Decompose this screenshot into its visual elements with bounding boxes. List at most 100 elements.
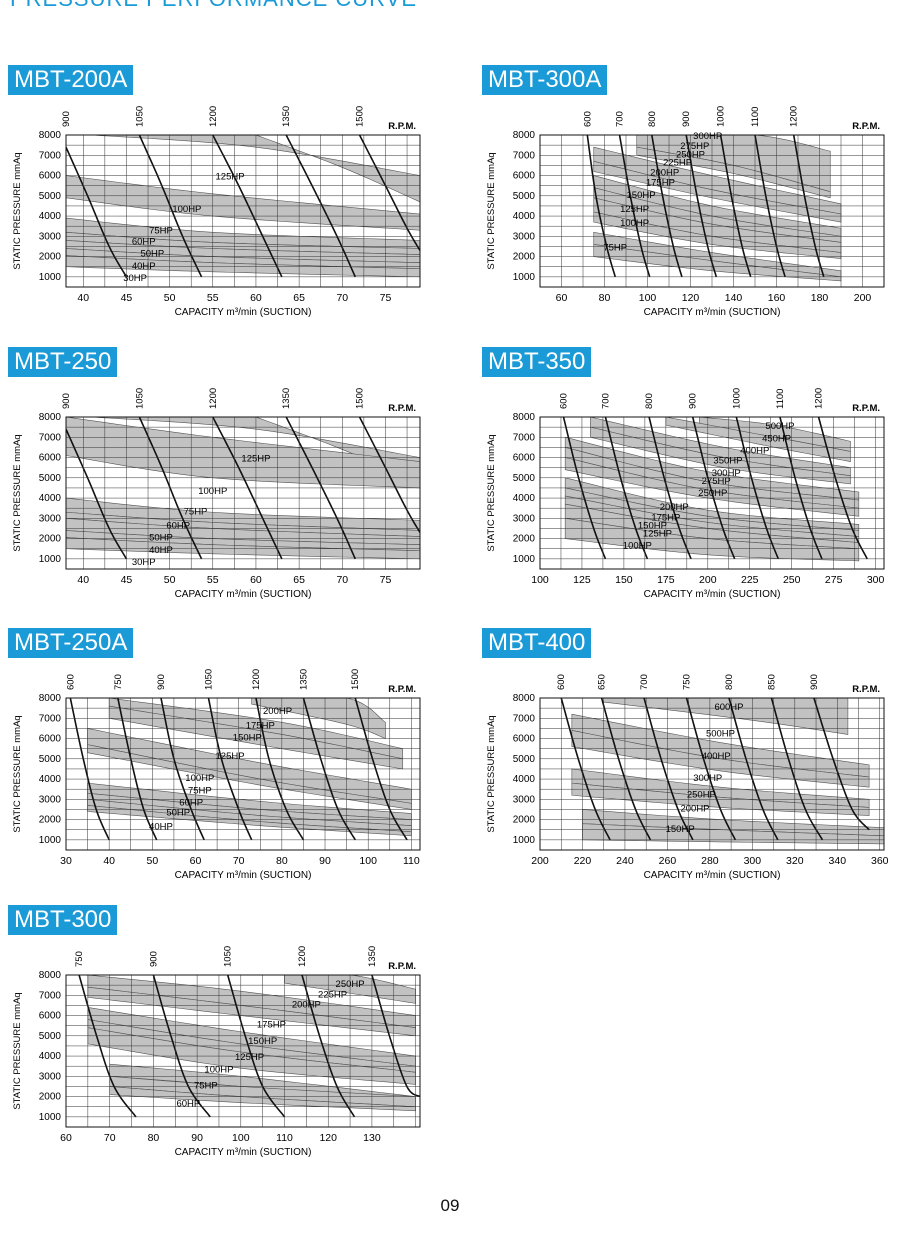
hp-label: 100HP [185, 773, 214, 784]
rpm-axis-label: R.P.M. [852, 684, 880, 695]
rpm-label: 1350 [298, 669, 309, 690]
hp-label: 200HP [660, 502, 689, 513]
x-tick-label: 280 [701, 855, 719, 867]
hp-label: 150HP [638, 520, 667, 531]
hp-label: 600HP [714, 702, 743, 713]
x-axis-label: CAPACITY m³/min (SUCTION) [644, 307, 781, 318]
hp-band [590, 426, 851, 485]
rpm-label: 800 [724, 674, 735, 690]
hp-label: 500HP [765, 421, 794, 432]
rpm-label: 700 [639, 674, 650, 690]
y-tick-label: 4000 [39, 774, 62, 785]
x-tick-label: 220 [574, 855, 592, 867]
y-tick-label: 8000 [39, 130, 62, 141]
x-tick-label: 70 [336, 574, 348, 586]
hp-label: 250HP [698, 488, 727, 499]
x-tick-label: 125 [573, 574, 591, 586]
hp-label: 50HP [166, 808, 190, 819]
hp-label: 300HP [693, 773, 722, 784]
y-tick-label: 8000 [39, 412, 62, 423]
rpm-curve [78, 975, 137, 1118]
hp-band [603, 698, 849, 735]
rpm-curve [69, 698, 110, 841]
x-tick-label: 260 [659, 855, 677, 867]
x-tick-label: 50 [164, 292, 176, 304]
x-axis-label: CAPACITY m³/min (SUCTION) [175, 589, 312, 600]
rpm-curve [817, 417, 868, 560]
rpm-curve [770, 698, 824, 841]
hp-label: 125HP [235, 1052, 264, 1063]
rpm-curve [600, 698, 652, 841]
performance-chart: 600 750 900 1050 1200 1350 1500 R.P.M. 200HP 175H… [12, 669, 421, 881]
x-tick-label: 55 [207, 574, 219, 586]
performance-chart: 600 650 700 750 800 850 900 R.P.M. 600HP 500HP 400… [486, 674, 889, 881]
x-tick-label: 60 [190, 855, 202, 867]
rpm-label: 600 [582, 111, 593, 127]
hp-label: 200HP [292, 999, 321, 1010]
y-tick-label: 2000 [39, 1092, 62, 1103]
rpm-curve [117, 698, 158, 841]
y-tick-label: 4000 [39, 1051, 62, 1062]
x-tick-label: 45 [121, 292, 133, 304]
plot-frame [539, 697, 885, 851]
x-tick-label: 60 [250, 574, 262, 586]
plot-area [69, 698, 412, 841]
x-tick-label: 275 [825, 574, 843, 586]
hp-label: 75HP [184, 506, 208, 517]
x-tick-label: 40 [103, 855, 115, 867]
rpm-curve [719, 135, 752, 278]
x-tick-label: 80 [276, 855, 288, 867]
chart-panel: MBT-350 600 700 800 900 1000 1100 1200 R.P.M. 500… [482, 347, 900, 637]
y-tick-label: 8000 [513, 412, 536, 423]
x-tick-label: 320 [786, 855, 804, 867]
rpm-label: 850 [766, 674, 777, 690]
rpm-curve [735, 417, 780, 560]
y-tick-label: 7000 [513, 713, 536, 724]
hp-label: 250HP [336, 979, 365, 990]
y-axis-label: STATIC PRESSURE mmAq [486, 434, 497, 551]
hp-label: 225HP [318, 989, 347, 1000]
plot-frame [65, 974, 421, 1128]
hp-label: 60HP [166, 520, 190, 531]
y-tick-label: 2000 [513, 252, 536, 263]
model-tag: MBT-250A [8, 628, 134, 658]
rpm-label: 900 [61, 393, 72, 409]
hp-label: 125HP [241, 454, 270, 465]
x-tick-label: 65 [293, 574, 305, 586]
performance-chart: 600 700 800 900 1000 1100 1200 R.P.M. 500HP450HP… [486, 388, 885, 600]
y-tick-label: 6000 [39, 171, 62, 182]
plot-frame [65, 697, 421, 851]
x-tick-label: 120 [319, 1132, 337, 1144]
hp-label: 125HP [216, 172, 245, 183]
page-title: PRESSURE PERFORMANCE CURVE [10, 0, 417, 12]
x-tick-label: 45 [121, 574, 133, 586]
rpm-curve [66, 146, 128, 278]
y-tick-label: 6000 [513, 453, 536, 464]
y-tick-label: 2000 [513, 815, 536, 826]
rpm-label: 900 [809, 674, 820, 690]
y-tick-label: 7000 [39, 990, 62, 1001]
y-tick-label: 5000 [513, 191, 536, 202]
y-axis-label: STATIC PRESSURE mmAq [486, 152, 497, 269]
hp-label: 175HP [646, 178, 675, 189]
hp-label: 300HP [693, 131, 722, 142]
x-tick-label: 75 [380, 292, 392, 304]
hp-label: 450HP [762, 433, 791, 444]
y-tick-label: 3000 [39, 231, 62, 242]
plot-frame [65, 416, 421, 570]
y-tick-label: 4000 [513, 211, 536, 222]
rpm-curve [754, 135, 786, 278]
rpm-label: 600 [65, 674, 76, 690]
rpm-label: 700 [600, 393, 611, 409]
hp-label: 50HP [140, 249, 164, 260]
hp-label: 500HP [706, 729, 735, 740]
x-tick-label: 70 [104, 1132, 116, 1144]
x-tick-label: 40 [77, 574, 89, 586]
rpm-curve [212, 135, 283, 278]
y-tick-label: 4000 [513, 493, 536, 504]
rpm-axis-label: R.P.M. [388, 684, 416, 695]
chart-panel: MBT-250 900 1050 1200 1350 1500 R.P.M. 125HP 100… [8, 347, 438, 637]
x-tick-label: 130 [363, 1132, 381, 1144]
y-tick-label: 4000 [39, 493, 62, 504]
